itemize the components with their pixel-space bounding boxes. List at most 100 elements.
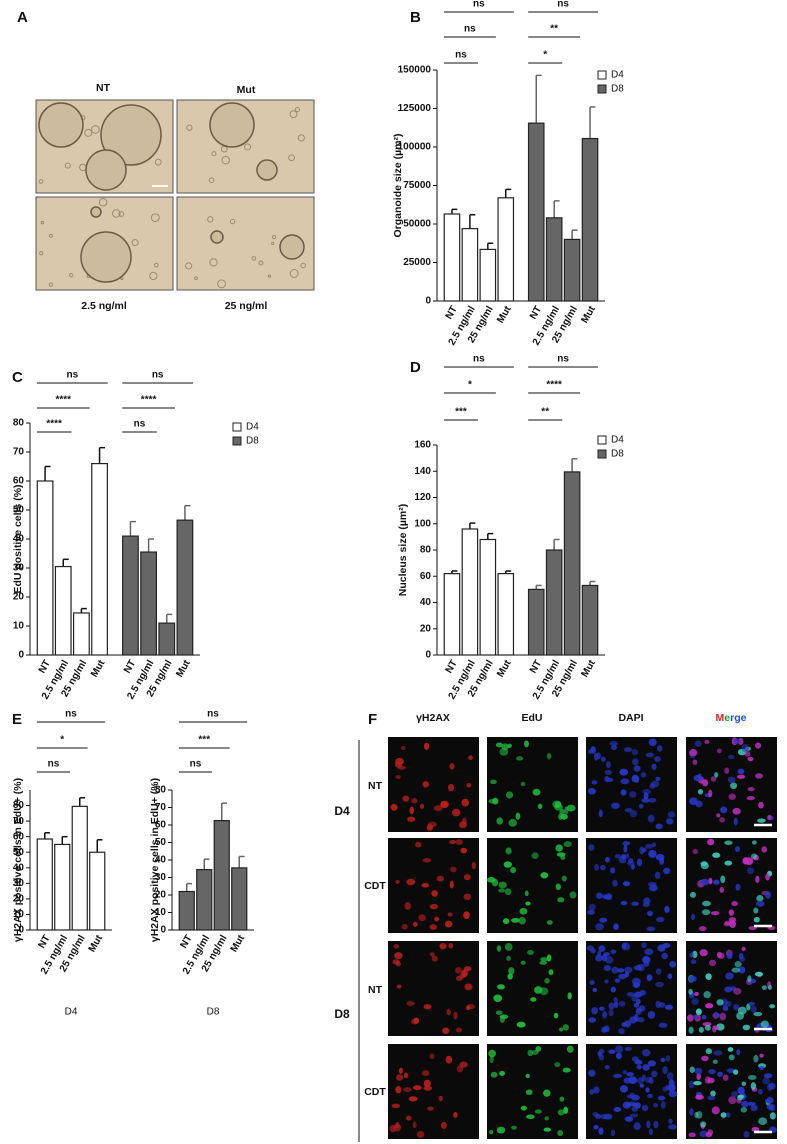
nucleus bbox=[757, 1088, 763, 1095]
nucleus bbox=[418, 914, 426, 922]
bar bbox=[563, 238, 581, 302]
nucleus bbox=[540, 957, 548, 962]
nucleus bbox=[647, 1093, 654, 1099]
nucleus bbox=[626, 992, 635, 997]
nucleus bbox=[662, 1066, 668, 1075]
nucleus bbox=[501, 743, 510, 750]
nucleus bbox=[412, 1085, 422, 1091]
y-tick-label: 50000 bbox=[403, 219, 431, 230]
y-tick-label: 10 bbox=[13, 909, 25, 920]
significance-label: **** bbox=[141, 395, 157, 406]
nucleus bbox=[508, 967, 515, 975]
nucleus bbox=[520, 781, 526, 787]
nucleus bbox=[755, 875, 760, 884]
nucleus bbox=[733, 1069, 739, 1075]
organoid bbox=[209, 102, 255, 148]
nucleus bbox=[620, 900, 628, 906]
nucleus bbox=[587, 749, 593, 754]
nucleus bbox=[423, 1085, 433, 1091]
nucleus bbox=[768, 1082, 776, 1090]
bar bbox=[158, 622, 176, 656]
nucleus bbox=[405, 1115, 412, 1121]
nucleus bbox=[562, 1067, 571, 1073]
nucleus bbox=[712, 879, 720, 885]
debris bbox=[149, 271, 158, 281]
nucleus bbox=[567, 992, 572, 1000]
nucleus bbox=[403, 1072, 409, 1079]
nucleus bbox=[624, 966, 633, 974]
nucleus bbox=[693, 1081, 702, 1086]
bar bbox=[545, 217, 563, 302]
nucleus bbox=[525, 1089, 533, 1096]
nucleus bbox=[761, 846, 768, 853]
bar bbox=[140, 551, 158, 656]
nucleus bbox=[692, 759, 698, 765]
nucleus bbox=[442, 1027, 450, 1034]
bar bbox=[443, 573, 461, 656]
debris bbox=[289, 269, 299, 278]
nucleus bbox=[725, 1112, 731, 1118]
y-tick-label: 25000 bbox=[403, 257, 431, 268]
nucleus bbox=[489, 1129, 494, 1135]
nucleus bbox=[741, 946, 746, 952]
row-label: NT bbox=[368, 984, 383, 996]
nucleus bbox=[416, 1130, 425, 1138]
nucleus bbox=[748, 1001, 755, 1006]
y-tick-label: 60 bbox=[155, 820, 167, 831]
nucleus bbox=[747, 1075, 757, 1081]
nucleus bbox=[438, 1095, 443, 1102]
x-tick-label: NT bbox=[178, 933, 194, 950]
nucleus bbox=[406, 1001, 415, 1006]
nucleus bbox=[689, 952, 694, 958]
x-tick-label: Mut bbox=[89, 658, 108, 679]
nucleus bbox=[439, 942, 447, 950]
nucleus bbox=[753, 1054, 759, 1063]
nucleus bbox=[720, 875, 726, 884]
bar bbox=[54, 843, 71, 931]
nucleus bbox=[618, 1000, 626, 1007]
nucleus bbox=[700, 1121, 707, 1128]
debris bbox=[258, 260, 264, 266]
y-tick-label: 0 bbox=[18, 925, 24, 936]
debris bbox=[271, 241, 275, 245]
y-tick-label: 30 bbox=[155, 872, 167, 883]
nucleus bbox=[650, 780, 660, 788]
nucleus bbox=[665, 818, 674, 825]
significance-label: * bbox=[60, 735, 64, 746]
nucleus bbox=[455, 839, 463, 845]
nucleus bbox=[757, 818, 766, 823]
nucleus bbox=[664, 905, 670, 914]
nucleus bbox=[453, 1111, 458, 1118]
nucleus bbox=[708, 959, 717, 967]
nucleus bbox=[653, 1103, 659, 1108]
significance-label: *** bbox=[198, 735, 210, 746]
y-tick-label: 10 bbox=[13, 621, 25, 632]
nucleus bbox=[626, 1072, 634, 1077]
nucleus bbox=[543, 1089, 551, 1097]
nucleus bbox=[694, 740, 702, 747]
nucleus bbox=[591, 1006, 599, 1015]
nucleus bbox=[631, 774, 639, 783]
nucleus bbox=[642, 788, 652, 795]
nucleus bbox=[637, 1017, 645, 1023]
nucleus bbox=[559, 808, 565, 815]
nucleus bbox=[760, 1020, 769, 1028]
row-label: CDT bbox=[364, 1086, 386, 1098]
nucleus bbox=[427, 821, 437, 827]
bar bbox=[581, 137, 599, 302]
y-tick-label: 20 bbox=[155, 890, 167, 901]
nucleus bbox=[613, 1001, 619, 1008]
organoid bbox=[256, 159, 278, 181]
organoid bbox=[80, 231, 132, 283]
row-label: 2.5 ng/ml bbox=[81, 300, 127, 312]
nucleus bbox=[605, 893, 613, 901]
panel-label: B bbox=[410, 9, 421, 26]
nucleus bbox=[608, 1002, 615, 1010]
nucleus bbox=[705, 1003, 714, 1009]
nucleus bbox=[689, 1066, 695, 1073]
nucleus bbox=[647, 974, 653, 981]
nucleus bbox=[689, 1108, 694, 1116]
nucleus bbox=[742, 857, 750, 865]
nucleus bbox=[631, 749, 639, 756]
y-tick-label: 60 bbox=[13, 476, 25, 487]
